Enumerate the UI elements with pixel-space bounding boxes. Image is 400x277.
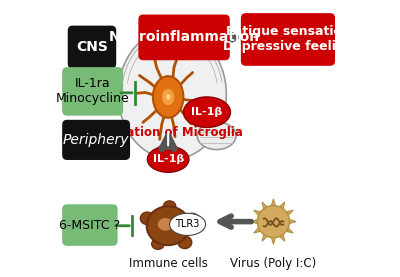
Text: Virus (Poly I:C): Virus (Poly I:C) [230,257,316,270]
Ellipse shape [166,94,170,100]
Polygon shape [279,234,285,241]
Polygon shape [262,202,268,210]
Text: Neuroinflammation: Neuroinflammation [108,30,260,44]
Ellipse shape [178,236,192,248]
Ellipse shape [183,97,230,127]
Polygon shape [279,202,285,210]
Polygon shape [271,199,276,207]
Text: TLR3: TLR3 [175,219,200,229]
Polygon shape [254,210,262,216]
Text: IL-1β: IL-1β [152,154,184,164]
Ellipse shape [118,29,226,159]
Ellipse shape [147,206,190,245]
Polygon shape [271,237,276,244]
FancyBboxPatch shape [68,26,116,68]
Ellipse shape [140,212,154,225]
Text: Periphery: Periphery [63,133,129,147]
Polygon shape [285,227,293,233]
Ellipse shape [170,213,206,235]
Polygon shape [285,210,293,216]
Text: CNS: CNS [76,40,108,54]
FancyBboxPatch shape [63,205,117,245]
Ellipse shape [154,144,179,169]
Ellipse shape [153,76,183,118]
Polygon shape [288,219,296,224]
Polygon shape [251,219,258,224]
FancyBboxPatch shape [63,120,129,159]
Text: Fatigue sensation
Depressive feeling: Fatigue sensation Depressive feeling [223,25,353,53]
Text: Activation of Microglia: Activation of Microglia [93,127,243,139]
Ellipse shape [152,238,164,249]
Polygon shape [262,234,268,241]
Circle shape [257,206,290,238]
FancyBboxPatch shape [242,14,334,65]
Ellipse shape [163,201,176,212]
Text: 6-MSITC ?: 6-MSITC ? [59,219,120,232]
Polygon shape [254,227,262,233]
Ellipse shape [197,122,236,150]
Ellipse shape [158,218,173,230]
Text: IL-1ra
Minocycline: IL-1ra Minocycline [56,77,130,106]
Ellipse shape [185,213,199,226]
FancyBboxPatch shape [139,15,229,60]
Text: Immune cells: Immune cells [129,257,208,270]
FancyBboxPatch shape [63,68,122,115]
Text: IL-1β: IL-1β [191,107,222,117]
Ellipse shape [147,146,189,172]
Ellipse shape [162,89,174,105]
